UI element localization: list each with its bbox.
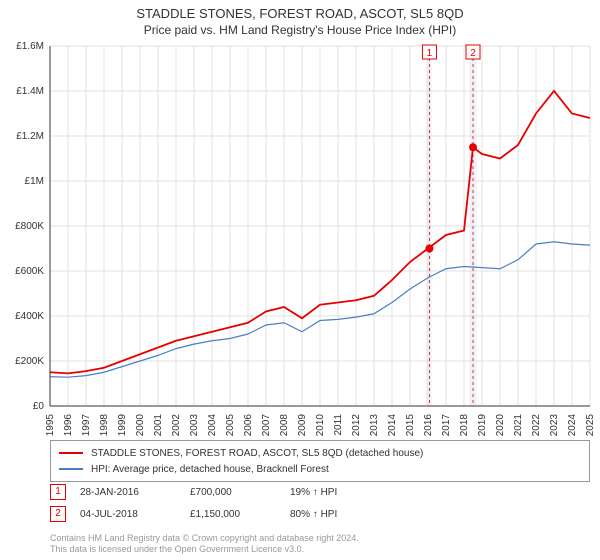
svg-text:£200K: £200K	[15, 356, 44, 367]
svg-text:2014: 2014	[387, 414, 398, 437]
sale-row: 1 28-JAN-2016 £700,000 19% ↑ HPI	[50, 484, 337, 500]
legend: STADDLE STONES, FOREST ROAD, ASCOT, SL5 …	[50, 440, 590, 482]
svg-text:2024: 2024	[567, 414, 578, 437]
svg-text:£800K: £800K	[15, 221, 44, 232]
svg-text:£600K: £600K	[15, 266, 44, 277]
svg-text:2015: 2015	[405, 414, 416, 437]
svg-text:2018: 2018	[459, 414, 470, 437]
svg-text:1999: 1999	[117, 414, 128, 437]
footer: Contains HM Land Registry data © Crown c…	[50, 533, 359, 556]
svg-text:2003: 2003	[189, 414, 200, 437]
legend-item: HPI: Average price, detached house, Brac…	[59, 461, 581, 477]
footer-line: This data is licensed under the Open Gov…	[50, 544, 359, 556]
sale-price: £1,150,000	[190, 509, 290, 520]
legend-swatch	[59, 468, 83, 470]
svg-text:2020: 2020	[495, 414, 506, 437]
svg-text:2007: 2007	[261, 414, 272, 437]
svg-text:2017: 2017	[441, 414, 452, 437]
sale-date: 28-JAN-2016	[80, 487, 190, 498]
chart-container: STADDLE STONES, FOREST ROAD, ASCOT, SL5 …	[0, 0, 600, 560]
svg-text:2004: 2004	[207, 414, 218, 437]
svg-text:£1.6M: £1.6M	[16, 41, 44, 52]
sale-vs-hpi: 19% ↑ HPI	[290, 487, 337, 498]
svg-text:£0: £0	[33, 401, 45, 412]
svg-text:2021: 2021	[513, 414, 524, 437]
chart-title: STADDLE STONES, FOREST ROAD, ASCOT, SL5 …	[0, 0, 600, 21]
svg-text:2022: 2022	[531, 414, 542, 437]
svg-text:2019: 2019	[477, 414, 488, 437]
svg-text:2001: 2001	[153, 414, 164, 437]
footer-line: Contains HM Land Registry data © Crown c…	[50, 533, 359, 545]
svg-text:2: 2	[470, 48, 476, 59]
svg-text:£1.2M: £1.2M	[16, 131, 44, 142]
svg-text:2006: 2006	[243, 414, 254, 437]
svg-text:2011: 2011	[333, 414, 344, 436]
svg-text:£1.4M: £1.4M	[16, 86, 44, 97]
chart-svg: £0£200K£400K£600K£800K£1M£1.2M£1.4M£1.6M…	[50, 46, 590, 406]
svg-text:1995: 1995	[45, 414, 56, 437]
chart-area: £0£200K£400K£600K£800K£1M£1.2M£1.4M£1.6M…	[50, 46, 590, 406]
svg-text:2025: 2025	[585, 414, 596, 437]
legend-swatch	[59, 452, 83, 454]
sale-vs-hpi: 80% ↑ HPI	[290, 509, 337, 520]
sale-row: 2 04-JUL-2018 £1,150,000 80% ↑ HPI	[50, 506, 337, 522]
sale-date: 04-JUL-2018	[80, 509, 190, 520]
svg-text:2005: 2005	[225, 414, 236, 437]
svg-text:2010: 2010	[315, 414, 326, 437]
svg-text:£400K: £400K	[15, 311, 44, 322]
svg-text:£1M: £1M	[25, 176, 44, 187]
svg-text:2008: 2008	[279, 414, 290, 437]
svg-text:2002: 2002	[171, 414, 182, 437]
svg-text:2013: 2013	[369, 414, 380, 437]
svg-text:2016: 2016	[423, 414, 434, 437]
legend-item: STADDLE STONES, FOREST ROAD, ASCOT, SL5 …	[59, 445, 581, 461]
svg-text:1: 1	[427, 48, 433, 59]
svg-text:2023: 2023	[549, 414, 560, 437]
legend-label: HPI: Average price, detached house, Brac…	[91, 464, 329, 475]
legend-label: STADDLE STONES, FOREST ROAD, ASCOT, SL5 …	[91, 448, 423, 459]
svg-text:1996: 1996	[63, 414, 74, 437]
sale-marker-box: 2	[50, 506, 66, 522]
svg-text:2009: 2009	[297, 414, 308, 437]
chart-subtitle: Price paid vs. HM Land Registry's House …	[0, 21, 600, 37]
svg-text:1998: 1998	[99, 414, 110, 437]
svg-text:2012: 2012	[351, 414, 362, 437]
sale-price: £700,000	[190, 487, 290, 498]
svg-text:1997: 1997	[81, 414, 92, 437]
sale-marker-box: 1	[50, 484, 66, 500]
svg-text:2000: 2000	[135, 414, 146, 437]
